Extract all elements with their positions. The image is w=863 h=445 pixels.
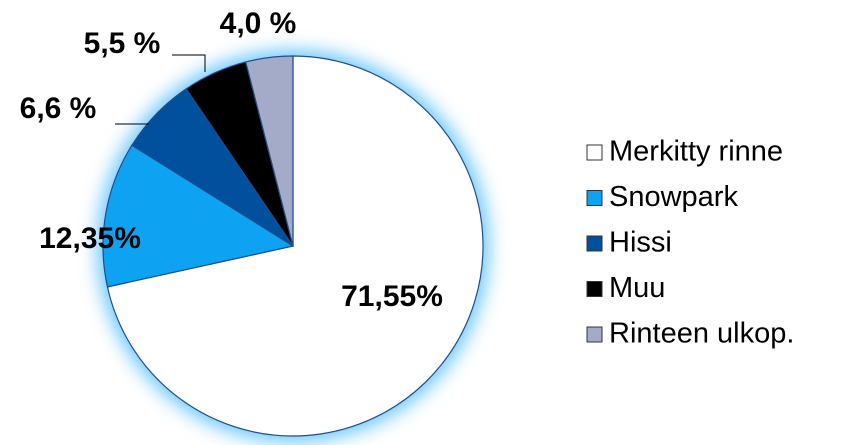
legend-label: Snowpark [609, 181, 738, 213]
leader-line [115, 123, 149, 125]
leader-line [172, 54, 206, 72]
data-label: 6,6 % [20, 92, 97, 125]
data-label: 71,55% [341, 280, 443, 313]
data-label: 5,5 % [84, 27, 161, 60]
data-label: 4,0 % [220, 7, 297, 40]
legend-swatch [586, 235, 603, 252]
data-label: 12,35% [39, 222, 141, 255]
pie-slice [102, 144, 295, 288]
legend-swatch [586, 144, 603, 161]
pie-slice [106, 55, 484, 437]
legend-label: Merkitty rinne [609, 136, 783, 168]
legend-label: Hissi [609, 227, 672, 259]
legend-swatch [586, 326, 603, 343]
legend-label: Muu [609, 272, 665, 304]
legend-swatch [586, 281, 603, 297]
legend-label: Rinteen ulkop. [609, 318, 794, 350]
legend-swatch [586, 190, 603, 206]
pie-slice [245, 55, 294, 247]
